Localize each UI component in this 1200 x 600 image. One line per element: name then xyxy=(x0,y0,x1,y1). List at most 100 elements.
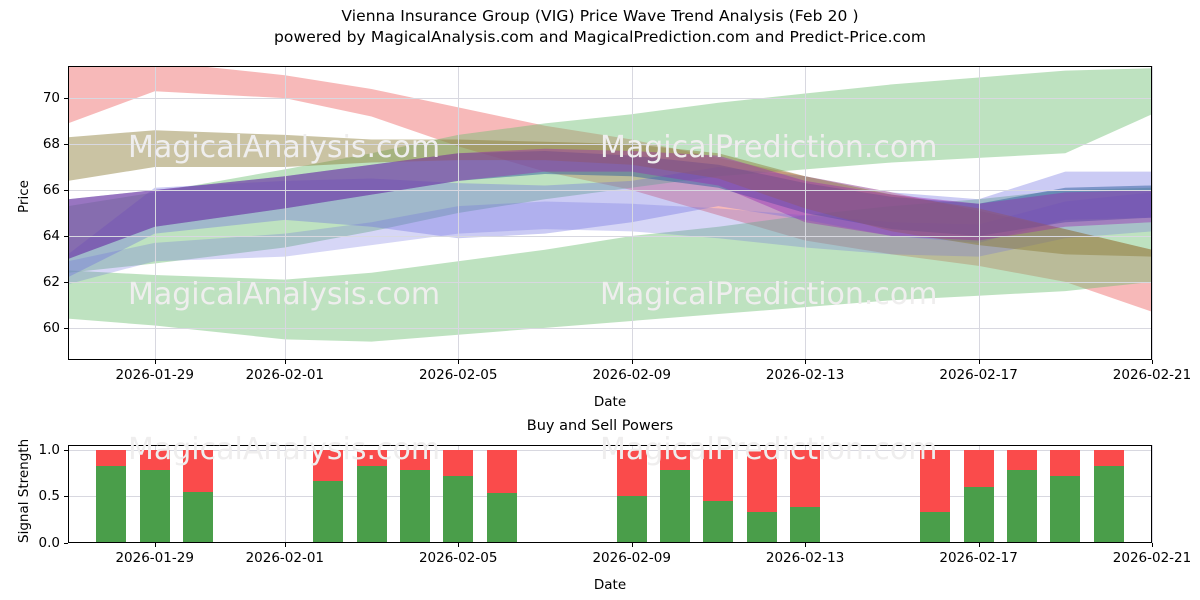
page-subtitle: powered by MagicalAnalysis.com and Magic… xyxy=(273,28,927,46)
buy-power-segment xyxy=(183,491,214,543)
signal-x-tick-label: 2026-02-09 xyxy=(592,550,671,566)
sell-power-segment xyxy=(183,449,214,492)
signal-bar[interactable] xyxy=(703,445,734,543)
buy-power-segment xyxy=(139,470,170,543)
signal-x-tick-label: 2026-02-13 xyxy=(765,550,845,566)
sell-power-segment xyxy=(1050,449,1081,476)
price-y-axis-label: Price xyxy=(16,180,32,213)
price-y-tick-label: 60 xyxy=(42,319,60,336)
signal-x-tick-label: 2026-02-01 xyxy=(245,550,325,566)
signal-vgridline xyxy=(1152,445,1153,543)
signal-x-tick-mark xyxy=(154,543,156,547)
price-y-tick-label: 64 xyxy=(42,228,60,244)
signal-x-tick-label: 2026-02-05 xyxy=(418,550,498,566)
price-x-tick-label: 2026-02-09 xyxy=(592,367,671,383)
price-x-tick-mark xyxy=(978,360,980,364)
sell-power-segment xyxy=(920,449,951,513)
signal-bar[interactable] xyxy=(356,445,387,543)
sell-power-segment xyxy=(963,449,994,487)
signal-x-axis-label: Date xyxy=(593,577,627,593)
signal-bar[interactable] xyxy=(139,445,170,543)
signal-x-tick-mark xyxy=(1152,543,1153,547)
signal-bar[interactable] xyxy=(96,445,127,543)
buy-power-segment xyxy=(920,512,951,543)
price-x-tick-label: 2026-02-05 xyxy=(418,367,498,383)
signal-y-tick-label: 1.0 xyxy=(38,441,60,458)
price-y-tick-mark xyxy=(64,236,68,237)
price-wave-chart xyxy=(68,66,1153,360)
signal-x-tick-mark xyxy=(805,543,807,547)
price-y-tick-mark xyxy=(64,190,68,191)
signal-x-tick-mark xyxy=(631,543,633,547)
buy-power-segment xyxy=(313,480,344,543)
buy-power-segment xyxy=(1006,470,1037,543)
signal-bar[interactable] xyxy=(443,445,474,543)
signal-bar[interactable] xyxy=(790,445,821,543)
resistance-band-red xyxy=(68,66,1152,312)
price-y-tick-label: 66 xyxy=(42,182,60,198)
price-x-tick-mark xyxy=(458,360,460,364)
buy-power-segment xyxy=(1093,465,1124,543)
signal-x-tick-label: 2026-02-21 xyxy=(1112,550,1192,566)
sell-power-segment xyxy=(399,449,430,471)
buy-power-segment xyxy=(703,501,734,543)
price-y-tick-mark xyxy=(64,281,68,283)
wave-band-magenta xyxy=(68,148,1152,259)
price-vgridline xyxy=(154,66,156,360)
signal-bar[interactable] xyxy=(313,445,344,543)
sell-power-segment xyxy=(703,449,734,501)
price-x-tick-mark xyxy=(284,360,286,364)
sell-power-segment xyxy=(313,449,344,481)
signal-bar[interactable] xyxy=(963,445,994,543)
sell-power-segment xyxy=(660,449,690,471)
signal-bar[interactable] xyxy=(183,445,214,543)
price-y-tick-mark xyxy=(64,327,68,329)
signal-bar[interactable] xyxy=(746,445,777,543)
signal-bar[interactable] xyxy=(1050,445,1081,543)
signal-y-tick-mark xyxy=(64,449,68,451)
price-y-tick-label: 62 xyxy=(42,273,60,290)
sell-power-segment xyxy=(486,449,517,493)
signal-bar[interactable] xyxy=(1006,445,1037,543)
buy-sell-powers-chart xyxy=(68,445,1153,543)
signal-y-tick-label: 0.0 xyxy=(38,535,60,551)
price-x-tick-label: 2026-02-01 xyxy=(245,367,325,383)
price-x-tick-mark xyxy=(154,360,156,364)
price-gridline xyxy=(68,281,1152,283)
signal-bar[interactable] xyxy=(1093,445,1124,543)
signal-bar[interactable] xyxy=(660,445,690,543)
price-gridline xyxy=(68,144,1152,146)
signal-bar[interactable] xyxy=(616,445,647,543)
sell-power-segment xyxy=(96,449,127,466)
buy-power-segment xyxy=(616,496,647,543)
price-x-tick-label: 2026-01-29 xyxy=(115,367,194,383)
price-gridline xyxy=(68,236,1152,237)
price-wave-bands xyxy=(68,66,1152,342)
signal-x-tick-label: 2026-02-17 xyxy=(939,550,1018,566)
price-vgridline xyxy=(805,66,807,360)
buy-power-segment xyxy=(486,492,517,543)
signal-x-tick-mark xyxy=(284,543,286,547)
signal-x-tick-mark xyxy=(458,543,460,547)
signal-bar[interactable] xyxy=(399,445,430,543)
price-gridline xyxy=(68,190,1152,191)
signal-y-axis-label: Signal Strength xyxy=(16,438,32,543)
sell-power-segment xyxy=(616,449,647,497)
signal-bar[interactable] xyxy=(920,445,951,543)
buy-sell-panel-title: Buy and Sell Powers xyxy=(526,418,674,434)
buy-power-segment xyxy=(660,470,690,543)
price-vgridline xyxy=(458,66,460,360)
price-x-tick-label: 2026-02-17 xyxy=(939,367,1018,383)
price-x-tick-label: 2026-02-13 xyxy=(765,367,845,383)
buy-power-segment xyxy=(356,465,387,543)
signal-y-tick-mark xyxy=(64,496,68,498)
signal-gridline xyxy=(68,449,1152,451)
price-vgridline xyxy=(631,66,633,360)
signal-bar[interactable] xyxy=(486,445,517,543)
sell-power-segment xyxy=(139,449,170,471)
signal-y-tick-label: 0.5 xyxy=(38,488,60,505)
sell-power-segment xyxy=(1006,449,1037,471)
signal-vgridline xyxy=(284,445,286,543)
sell-power-segment xyxy=(443,449,474,476)
price-gridline xyxy=(68,98,1152,100)
